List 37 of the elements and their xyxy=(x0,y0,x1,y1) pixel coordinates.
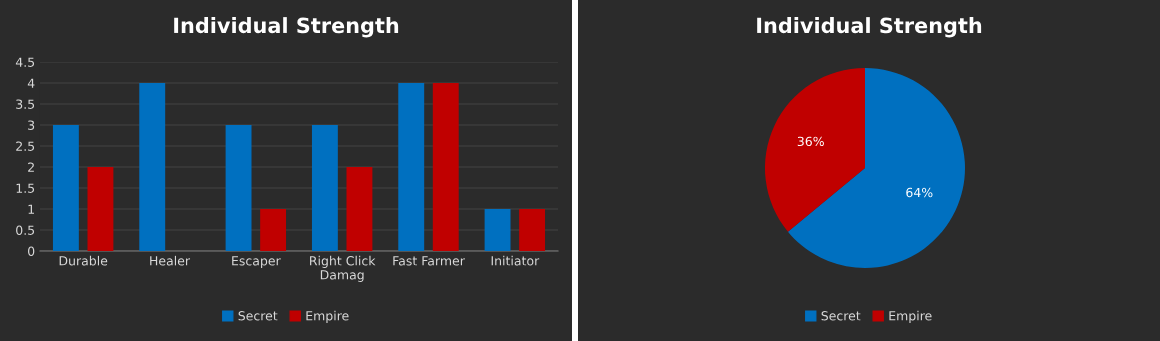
legend-label: Secret xyxy=(238,311,278,321)
x-tick-label: Durable xyxy=(59,255,108,266)
bar xyxy=(311,125,338,251)
legend-label: Empire xyxy=(306,310,349,323)
bar xyxy=(346,167,373,251)
bar xyxy=(260,209,287,251)
y-tick-label: 2.5 xyxy=(16,141,35,151)
y-tick-label: 1 xyxy=(28,204,34,214)
chart-title: Individual Strength xyxy=(174,17,399,38)
y-tick-label: 0.5 xyxy=(16,225,35,235)
bar xyxy=(398,83,425,251)
bar xyxy=(432,83,459,251)
legend-label: Empire xyxy=(889,310,932,323)
legend-label: Secret xyxy=(821,311,861,321)
data-label: 64% xyxy=(906,187,933,198)
y-tick-label: 3.5 xyxy=(16,99,35,109)
bar xyxy=(519,209,546,251)
x-tick-label: Fast Farmer xyxy=(393,256,465,266)
bar xyxy=(52,125,79,251)
x-tick-label: Escaper xyxy=(232,256,281,268)
bar xyxy=(225,125,252,251)
data-label: 36% xyxy=(797,136,824,147)
y-tick-label: 1.5 xyxy=(16,183,35,193)
x-tick-label: Initiator xyxy=(491,255,540,266)
bar xyxy=(139,83,166,251)
y-tick-label: 4.5 xyxy=(15,57,35,67)
x-tick-label: Right Click Damag xyxy=(310,255,376,282)
y-tick-label: 3 xyxy=(28,120,35,130)
y-tick-label: 2 xyxy=(28,162,34,172)
pie-slice xyxy=(787,68,965,268)
bar xyxy=(87,167,114,251)
y-tick-label: 0 xyxy=(28,246,35,256)
x-tick-label: Healer xyxy=(150,255,191,266)
pie-slice xyxy=(765,68,865,232)
y-tick-label: 4 xyxy=(27,78,35,88)
bar xyxy=(484,209,511,251)
chart-title: Individual Strength xyxy=(757,17,982,38)
